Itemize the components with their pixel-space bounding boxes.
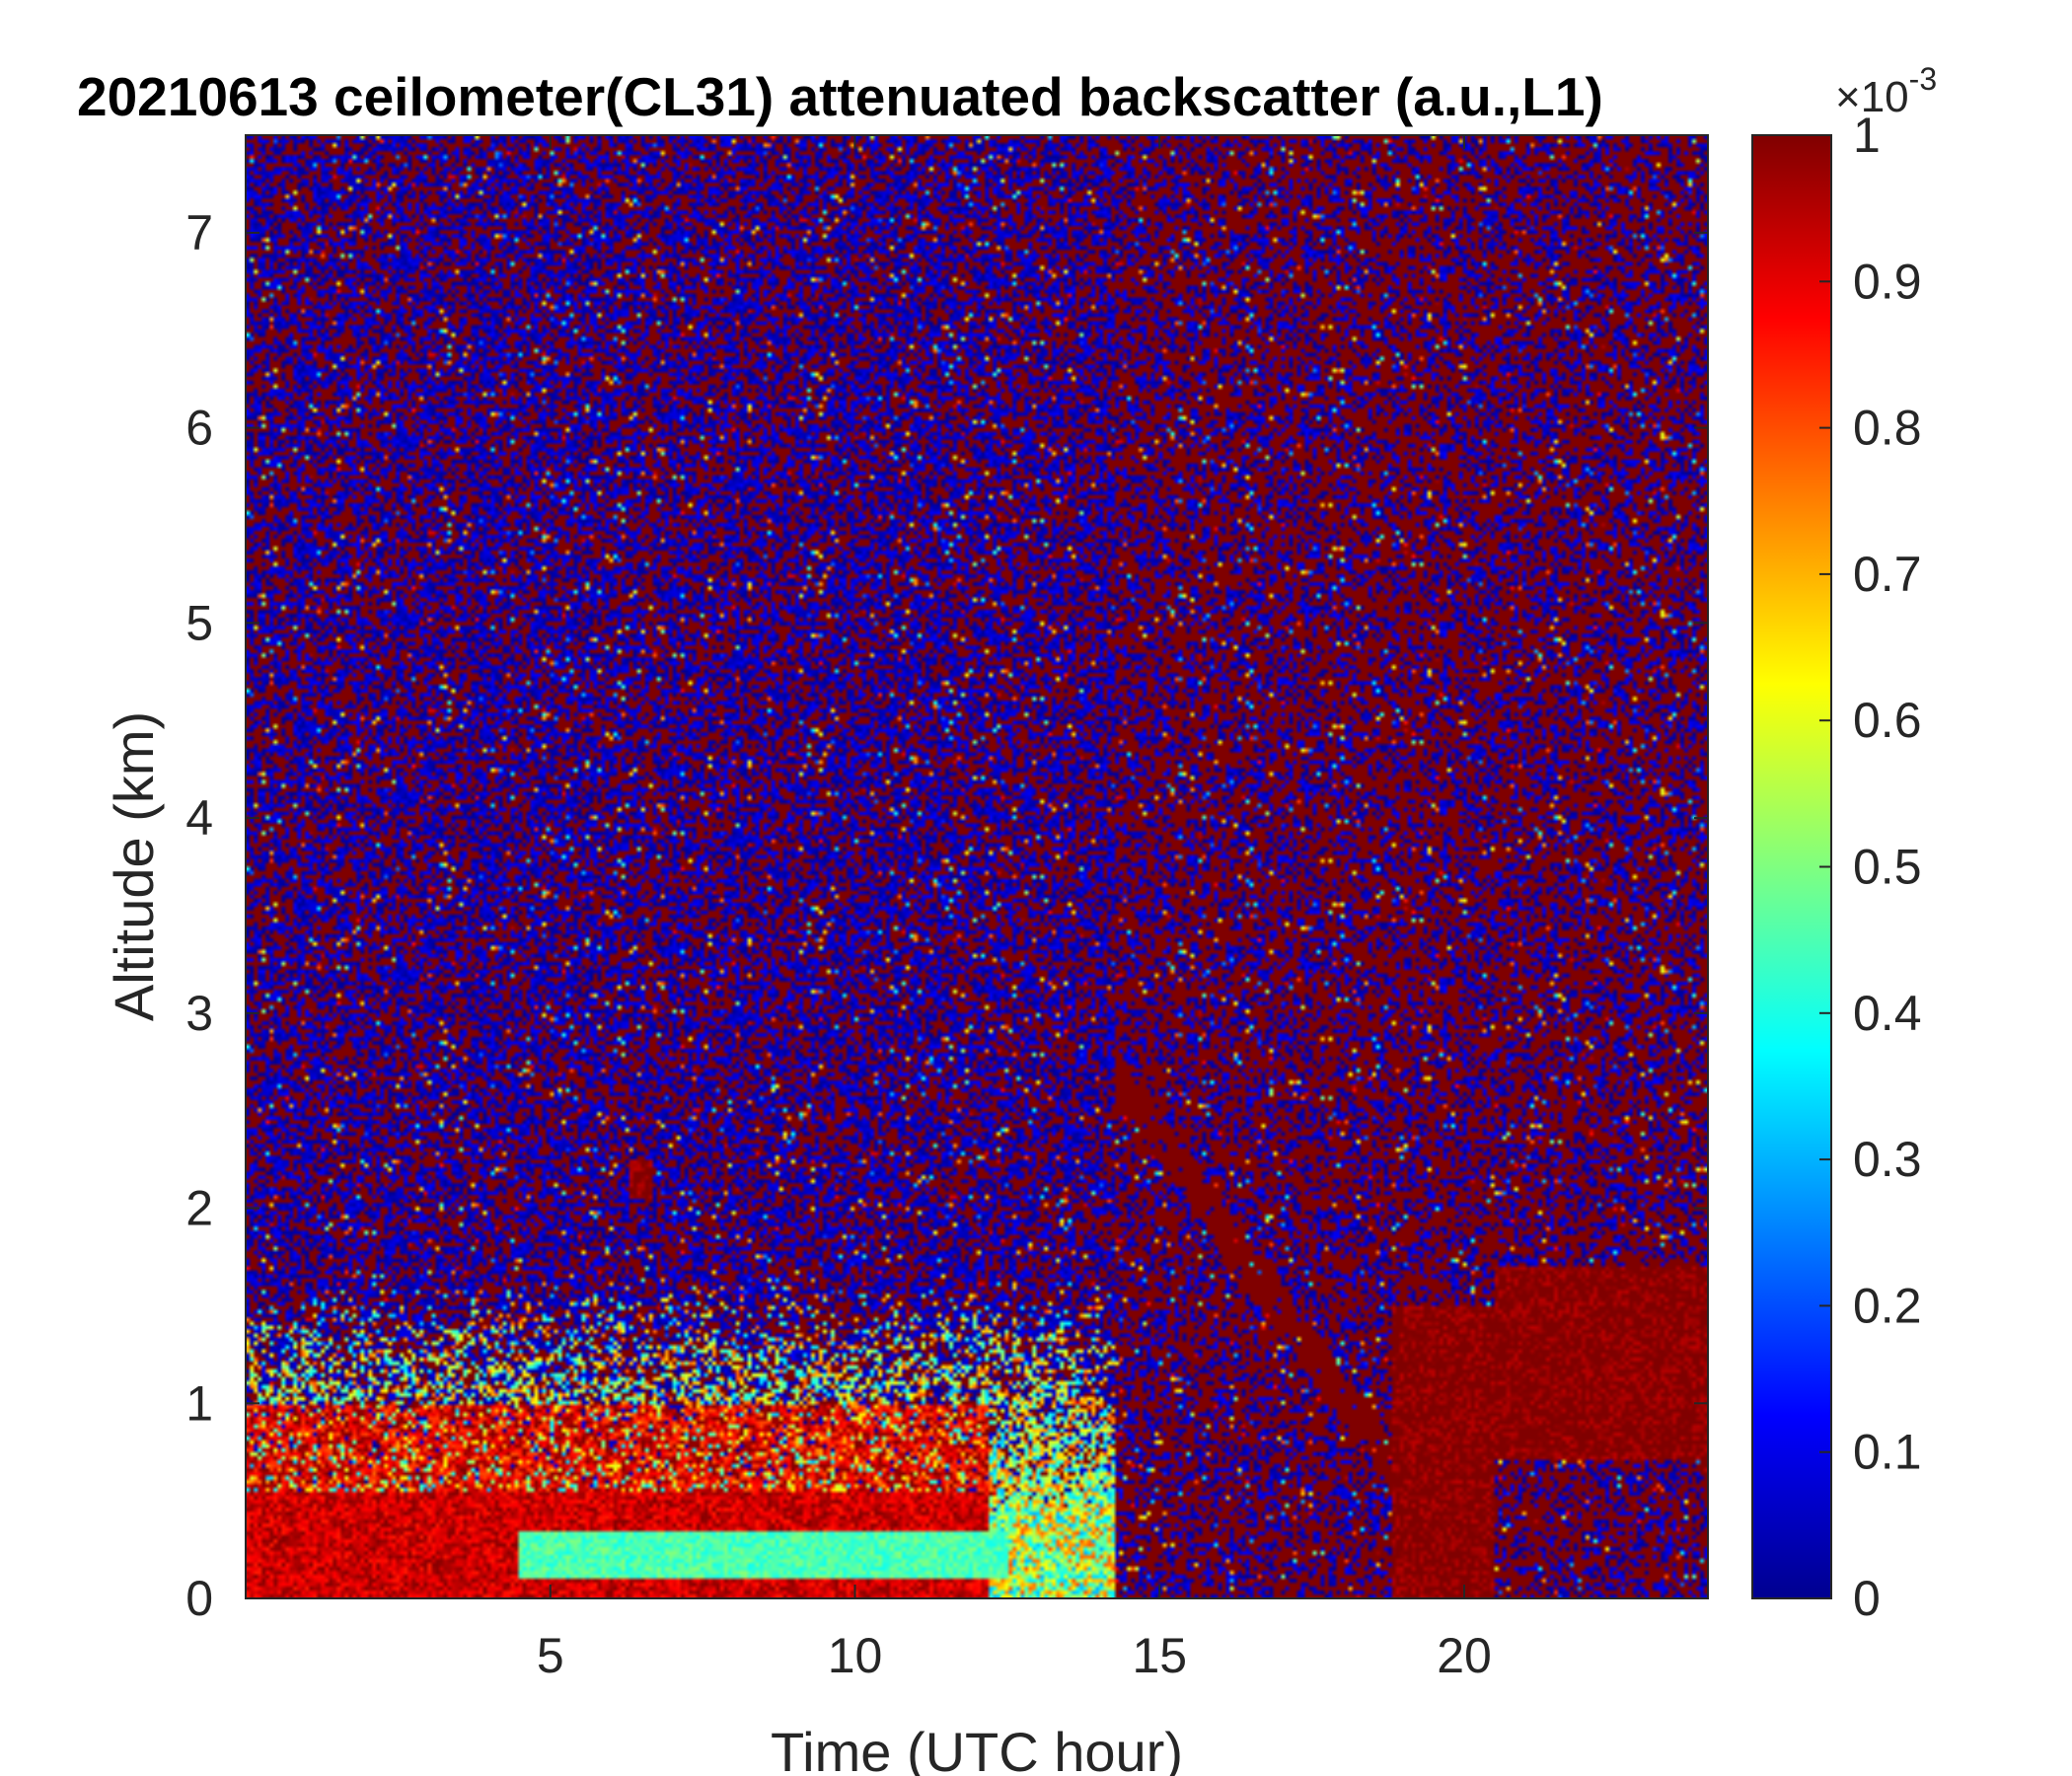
x-tick-label: 15 — [1132, 1628, 1187, 1683]
heatmap-plot — [246, 135, 1708, 1598]
colorbar-tick-label: 0.6 — [1853, 693, 1922, 748]
chart-title: 20210613 ceilometer(CL31) attenuated bac… — [77, 66, 1603, 127]
heatmap-raster — [246, 135, 1708, 1598]
colorbar-tick-label: 0.4 — [1853, 986, 1922, 1041]
x-axis: 5 10 15 20 — [537, 135, 1492, 1683]
colorbar-exponent-prefix: × — [1835, 73, 1861, 121]
y-tick-label: 0 — [185, 1571, 213, 1626]
y-tick-label: 3 — [185, 986, 213, 1041]
colorbar-exponent-base: 10 — [1861, 73, 1909, 121]
colorbar-exponent-power: -3 — [1909, 61, 1937, 97]
colorbar-tick-label: 0.5 — [1853, 840, 1922, 895]
y-axis-label: Altitude (km) — [103, 711, 165, 1021]
colorbar-tick-label: 0.3 — [1853, 1132, 1922, 1187]
colorbar: 0 0.1 0.2 0.3 0.4 0.5 0.6 0.7 0.8 0.9 1 ×10-3 — [1751, 61, 1937, 1626]
y-axis: 0 1 2 3 4 5 6 7 — [185, 205, 1708, 1626]
colorbar-ticks: 0 0.1 0.2 0.3 0.4 0.5 0.6 0.7 0.8 0.9 1 — [1819, 108, 1922, 1626]
colorbar-tick-label: 1 — [1853, 108, 1881, 163]
y-tick-label: 2 — [185, 1181, 213, 1236]
colorbar-tick-label: 0.2 — [1853, 1278, 1922, 1333]
plot-frame — [245, 134, 1709, 1599]
x-tick-label: 10 — [828, 1628, 883, 1683]
x-tick-label: 20 — [1437, 1628, 1492, 1683]
x-tick-label: 5 — [537, 1628, 564, 1683]
colorbar-exponent: ×10-3 — [1835, 61, 1937, 121]
y-tick-label: 6 — [185, 401, 213, 456]
y-tick-label: 4 — [185, 790, 213, 846]
colorbar-gradient — [1752, 135, 1831, 1598]
colorbar-tick-label: 0.1 — [1853, 1425, 1922, 1480]
y-tick-label: 5 — [185, 595, 213, 650]
colorbar-tick-label: 0.8 — [1853, 401, 1922, 456]
colorbar-tick-label: 0.7 — [1853, 547, 1922, 602]
colorbar-tick-label: 0.9 — [1853, 254, 1922, 309]
colorbar-tick-label: 0 — [1853, 1571, 1881, 1626]
x-axis-label: Time (UTC hour) — [771, 1721, 1183, 1776]
y-tick-label: 1 — [185, 1375, 213, 1431]
y-tick-label: 7 — [185, 205, 213, 260]
